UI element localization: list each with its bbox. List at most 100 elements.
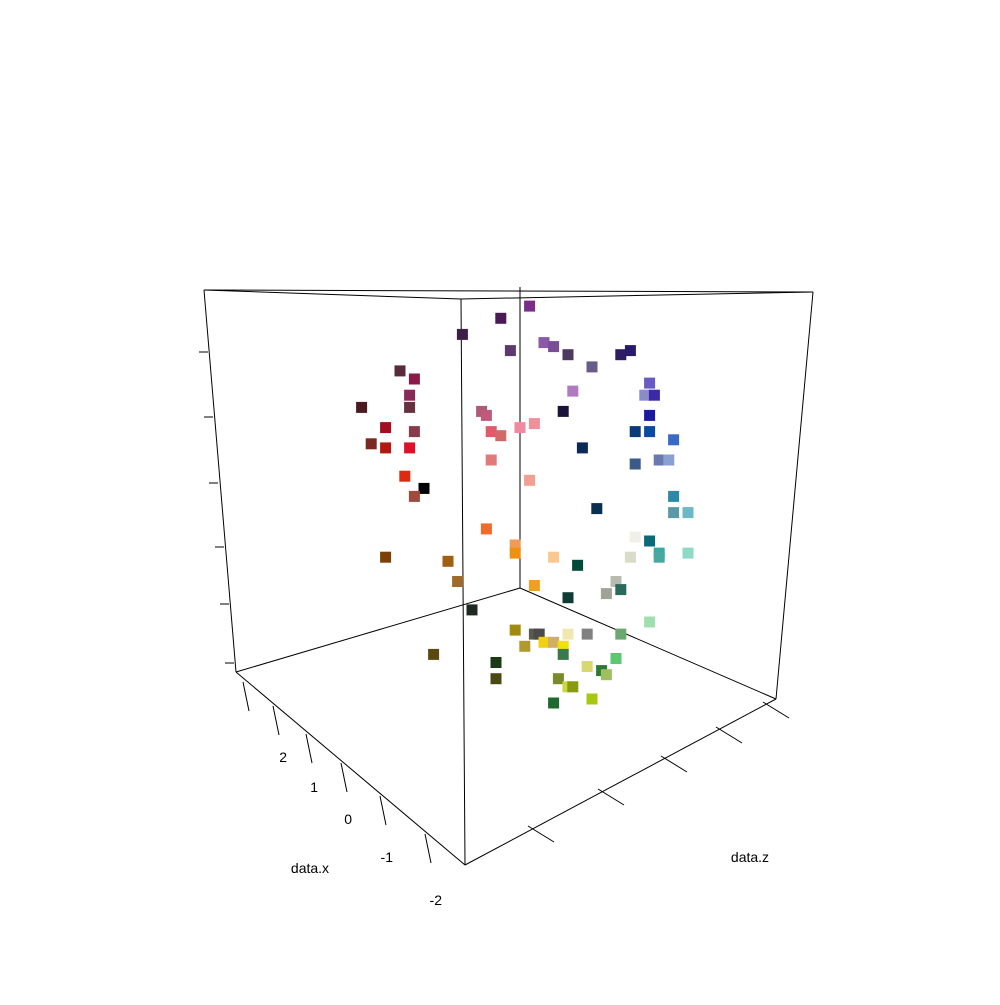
x-tick	[305, 733, 313, 764]
x-tick	[379, 795, 387, 826]
box-edge	[235, 587, 521, 673]
data-point	[408, 426, 420, 438]
x-tick-label: 2	[279, 749, 287, 765]
box-edge	[775, 291, 814, 700]
data-point	[624, 551, 636, 563]
data-point	[524, 474, 536, 486]
data-point	[495, 430, 507, 442]
data-point	[428, 648, 440, 660]
x-axis-ticks	[242, 681, 432, 864]
data-point	[644, 426, 656, 438]
x-tick-label: -1	[381, 849, 394, 865]
z-axis-ticks	[527, 701, 790, 843]
data-point	[682, 547, 694, 559]
data-point	[557, 640, 569, 652]
data-point	[528, 580, 540, 591]
box-front-edges	[203, 289, 814, 866]
data-point	[644, 409, 656, 421]
data-point	[586, 693, 598, 705]
data-point	[600, 588, 612, 600]
data-point	[615, 349, 627, 361]
data-point	[408, 373, 420, 385]
box-edge	[464, 698, 777, 866]
data-point	[485, 454, 497, 466]
data-point	[552, 673, 564, 685]
data-point	[456, 328, 468, 340]
data-point	[644, 535, 656, 547]
data-point	[509, 547, 521, 559]
data-point	[581, 628, 593, 640]
data-point	[394, 365, 406, 377]
data-point	[365, 438, 377, 450]
data-point	[404, 442, 416, 454]
z-tick	[715, 726, 743, 744]
data-point	[668, 507, 680, 519]
y-axis-ticks	[199, 351, 234, 664]
z-tick	[762, 701, 790, 719]
z-tick	[597, 788, 625, 806]
x-tick-label: 0	[344, 811, 352, 827]
box-edge	[203, 289, 237, 673]
data-point	[548, 341, 560, 353]
data-point	[562, 592, 574, 604]
x-tick-label: 1	[310, 779, 318, 795]
z-tick	[527, 825, 555, 843]
data-point	[668, 490, 680, 502]
x-tick	[424, 833, 432, 864]
data-point	[514, 422, 526, 434]
data-point	[485, 426, 497, 438]
x-tick	[272, 705, 280, 736]
data-point	[644, 616, 656, 628]
data-points	[356, 300, 694, 709]
data-point	[524, 300, 536, 312]
data-point	[557, 405, 569, 417]
data-point	[663, 454, 675, 466]
x-axis-label: data.x	[291, 860, 329, 876]
data-point	[562, 349, 574, 361]
data-point	[644, 377, 656, 389]
data-point	[399, 470, 411, 482]
data-point	[548, 636, 560, 648]
data-point	[668, 434, 680, 446]
data-point	[504, 345, 516, 357]
x-tick	[340, 762, 348, 793]
data-point	[591, 503, 603, 515]
data-point	[509, 624, 521, 636]
data-point	[600, 669, 612, 681]
data-point	[615, 628, 627, 640]
data-point	[576, 442, 588, 454]
data-point	[466, 604, 478, 616]
x-tick-label: -2	[430, 892, 443, 908]
x-tick	[242, 681, 250, 712]
data-point	[356, 401, 368, 413]
x-tick-labels: 2 1 0 -1 -2	[279, 749, 442, 908]
data-point	[548, 697, 560, 709]
data-point	[380, 422, 392, 434]
box-edge	[460, 291, 814, 300]
data-point	[495, 312, 507, 324]
data-point	[490, 657, 502, 668]
box-edge	[203, 289, 814, 293]
data-point	[639, 389, 651, 401]
data-point	[648, 389, 660, 401]
data-point	[682, 507, 694, 519]
data-point	[480, 523, 492, 535]
data-point	[408, 490, 420, 502]
data-point	[418, 482, 430, 494]
box-edge	[203, 289, 462, 300]
data-point	[615, 584, 627, 596]
data-point	[380, 442, 392, 454]
z-tick	[660, 755, 688, 773]
data-point	[610, 653, 622, 664]
data-point	[533, 628, 545, 640]
data-point	[538, 337, 550, 349]
data-point	[452, 576, 464, 587]
data-point	[653, 454, 665, 466]
data-point	[610, 576, 622, 587]
box-back-edges	[203, 287, 814, 700]
data-point	[490, 673, 502, 685]
data-point	[519, 640, 531, 652]
data-point	[557, 648, 569, 660]
